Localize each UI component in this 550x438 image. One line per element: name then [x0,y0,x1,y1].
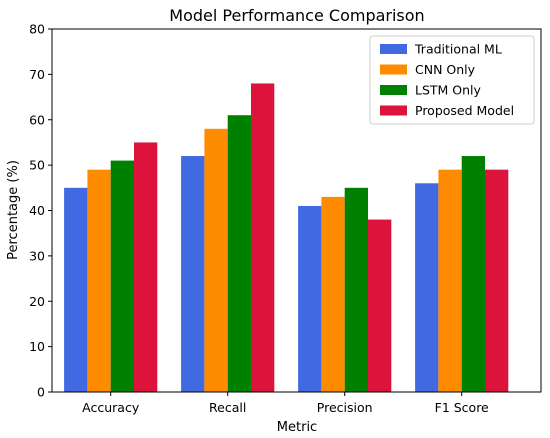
x-tick-label: Recall [209,400,246,415]
legend-label: Proposed Model [415,103,514,118]
bar-traditional-ml-accuracy [64,187,88,392]
legend-swatch [380,105,407,116]
bars-group [64,83,509,393]
bar-traditional-ml-f1-score [415,183,439,392]
bar-proposed-model-recall [251,83,275,392]
legend-label: CNN Only [415,62,476,77]
bar-proposed-model-precision [368,219,392,392]
bar-lstm-only-accuracy [110,160,134,392]
bar-cnn-only-accuracy [87,169,111,392]
chart-title: Model Performance Comparison [169,6,424,25]
bar-lstm-only-recall [227,115,251,393]
legend-swatch [380,85,407,95]
x-tick-label: F1 Score [435,400,489,415]
x-axis-label: Metric [277,420,317,435]
y-tick-label: 10 [29,339,45,354]
y-axis-label: Percentage (%) [6,160,21,260]
bar-proposed-model-f1-score [485,169,509,392]
bar-lstm-only-precision [344,187,368,392]
bar-traditional-ml-recall [181,156,205,392]
legend-swatch [380,64,407,75]
y-tick-label: 30 [29,248,45,263]
bar-cnn-only-f1-score [438,169,462,392]
y-tick-label: 80 [29,22,45,37]
y-tick-label: 0 [37,385,45,400]
y-tick-label: 50 [29,158,45,173]
legend-swatch [380,44,407,54]
y-tick-label: 70 [29,67,45,82]
bar-lstm-only-f1-score [461,156,485,392]
bar-traditional-ml-precision [298,205,322,392]
legend: Traditional ML CNN Only LSTM Only Proposed … [369,35,535,125]
legend-label: LSTM Only [415,83,482,98]
bar-cnn-only-recall [204,128,228,392]
x-tick-label: Accuracy [82,400,140,415]
bar-cnn-only-precision [321,196,345,392]
legend-frame [369,35,535,125]
axes-group: 0 10 20 30 40 50 60 70 80 Accuracy Recall Precision… [29,22,542,415]
y-tick-label: 20 [29,294,45,309]
legend-label: Traditional ML [414,42,502,57]
x-tick-label: Precision [317,400,373,415]
bar-proposed-model-accuracy [134,142,158,392]
y-tick-label: 40 [29,203,45,218]
y-tick-label: 60 [29,112,45,127]
